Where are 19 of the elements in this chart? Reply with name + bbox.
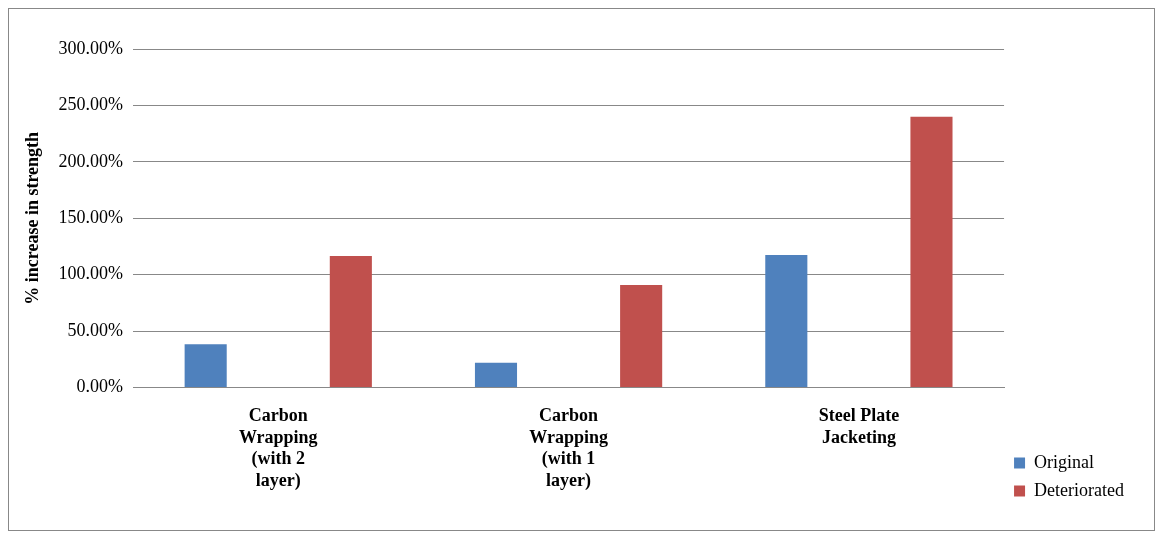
- y-tick-label: 150.00%: [58, 207, 124, 228]
- y-tick-label: 200.00%: [58, 150, 124, 171]
- y-tick-label: 300.00%: [58, 37, 124, 58]
- bar: [474, 362, 518, 388]
- x-tick-label: Carbon Wrapping (with 2 layer): [238, 405, 318, 491]
- bar: [910, 116, 953, 388]
- x-tick-label: Carbon Wrapping (with 1 layer): [529, 405, 608, 491]
- y-tick-label: 100.00%: [58, 263, 124, 284]
- y-axis-title: % increase in strength: [22, 131, 43, 305]
- y-tick-label: 250.00%: [58, 94, 124, 115]
- x-tick-label: Steel Plate Jacketing: [818, 405, 900, 447]
- bar: [184, 344, 227, 388]
- legend-label: Deteriorated: [1034, 479, 1125, 500]
- legend-label: Original: [1034, 451, 1095, 472]
- y-tick-label: 50.00%: [67, 319, 124, 340]
- bar: [329, 256, 372, 388]
- bar: [620, 284, 663, 388]
- bar: [765, 254, 808, 388]
- y-tick-label: 0.00%: [76, 376, 124, 397]
